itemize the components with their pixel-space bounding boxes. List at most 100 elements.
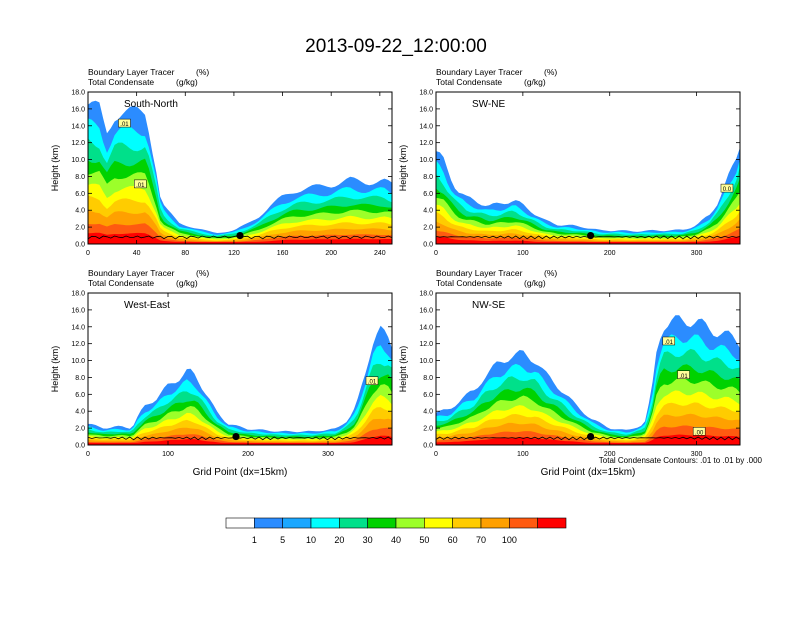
x-tick-label: 0 [86, 250, 90, 257]
colorbar-swatch [282, 517, 312, 529]
x-tick-label: 300 [322, 451, 334, 458]
contour-label: .01 [665, 340, 674, 346]
tracer-band-7 [88, 210, 392, 244]
y-tick-label: 8.0 [75, 375, 85, 382]
colorbar-swatch [424, 517, 453, 529]
panel-name: NW-SE [472, 300, 505, 311]
panel-header-condensate-unit: (g/kg) [176, 77, 198, 87]
panel-header-condensate-unit: (g/kg) [524, 278, 546, 288]
tracer-field: .01 [88, 325, 392, 445]
y-tick-label: 14.0 [419, 324, 433, 331]
y-tick-label: 14.0 [71, 324, 85, 331]
contour-label-box [720, 183, 734, 193]
panel-header-tracer: Boundary Layer Tracer [88, 67, 175, 77]
location-marker [236, 231, 244, 240]
y-tick-label: 10.0 [419, 358, 433, 365]
colorbar-swatch [509, 517, 538, 529]
y-tick-label: 4.0 [423, 208, 433, 215]
tracer-band-7 [436, 218, 740, 244]
contour-label: .01 [120, 122, 129, 128]
colorbar-label: 10 [306, 535, 316, 545]
panel-header-tracer-unit: (%) [544, 268, 557, 278]
tracer-band-9 [436, 236, 740, 244]
contour-label: 0.0 [723, 187, 732, 193]
tracer-band-8 [436, 228, 740, 244]
y-tick-label: 8.0 [75, 174, 85, 181]
contour-label-box [365, 376, 379, 385]
contour-label-box [134, 179, 147, 189]
y-tick-label: 6.0 [75, 191, 85, 198]
panel-name: West-East [124, 300, 170, 311]
colorbar-label: 5 [280, 535, 285, 545]
panel-header-condensate-unit: (g/kg) [524, 77, 546, 87]
tracer-field: .01 .01 [88, 100, 392, 244]
colorbar-swatch [537, 517, 567, 529]
x-tick-label: 100 [517, 451, 529, 458]
colorbar-swatch [480, 517, 510, 529]
colorbar-label: 40 [391, 535, 401, 545]
panel-header-condensate: Total Condensate [88, 77, 154, 87]
x-tick-label: 0 [434, 250, 438, 257]
plot-frame [435, 91, 741, 245]
colorbar: 1 5 10 20 30 40 50 60 70 100 [225, 517, 567, 545]
x-tick-label: 240 [374, 250, 386, 257]
panel-header-tracer: Boundary Layer Tracer [88, 268, 175, 278]
colorbar-label: 30 [363, 535, 373, 545]
panel-header-tracer: Boundary Layer Tracer [436, 67, 523, 77]
y-tick-label: 12.0 [419, 341, 433, 348]
y-axis-label: Height (km) [398, 346, 408, 393]
colorbar-swatch [225, 517, 255, 529]
colorbar-swatch [395, 517, 425, 529]
y-tick-label: 18.0 [419, 291, 433, 298]
contour-label-box [662, 336, 676, 346]
y-tick-label: 4.0 [75, 409, 85, 416]
contour-label-box [677, 370, 690, 380]
panel-nw-se: Boundary Layer Tracer (%) Total Condensate… [398, 268, 741, 478]
x-axis-label: Grid Point (dx=15km) [193, 467, 288, 478]
y-tick-label: 0.0 [423, 443, 433, 450]
y-tick-label: 4.0 [423, 409, 433, 416]
plot-frame [87, 292, 393, 446]
x-tick-label: 200 [242, 451, 254, 458]
panel-header-tracer: Boundary Layer Tracer [436, 268, 523, 278]
x-tick-label: 120 [228, 250, 240, 257]
contour-note: Total Condensate Contours: .01 to .01 by… [599, 456, 763, 465]
y-tick-label: 0.0 [75, 242, 85, 249]
x-tick-label: 0 [434, 451, 438, 458]
y-axis-label: Height (km) [398, 145, 408, 192]
y-tick-label: 2.0 [423, 225, 433, 232]
y-tick-label: 6.0 [75, 392, 85, 399]
plot-frame [87, 91, 393, 245]
y-tick-label: 8.0 [423, 375, 433, 382]
colorbar-label: 70 [476, 535, 486, 545]
y-tick-label: 10.0 [419, 157, 433, 164]
y-tick-label: 14.0 [71, 123, 85, 130]
colorbar-swatch [310, 517, 340, 529]
panel-header-condensate: Total Condensate [436, 278, 502, 288]
panel-south-north: Boundary Layer Tracer (%) Total Condensate… [50, 67, 393, 257]
y-tick-label: 18.0 [419, 90, 433, 97]
contour-label-box [118, 118, 131, 128]
y-tick-label: 16.0 [419, 307, 433, 314]
y-tick-label: 6.0 [423, 392, 433, 399]
x-tick-label: 300 [691, 451, 703, 458]
contour-label: .01 [136, 183, 145, 189]
tracer-band-9 [88, 232, 392, 244]
tracer-band-9 [88, 435, 392, 445]
y-tick-label: 2.0 [423, 426, 433, 433]
y-tick-label: 0.0 [75, 443, 85, 450]
y-tick-label: 18.0 [71, 291, 85, 298]
panel-header-condensate-unit: (g/kg) [176, 278, 198, 288]
colorbar-label: 1 [252, 535, 257, 545]
contour-label-box [692, 427, 706, 436]
x-tick-label: 80 [181, 250, 189, 257]
panel-west-east: Boundary Layer Tracer (%) Total Condensate… [50, 268, 393, 478]
panel-header-tracer-unit: (%) [544, 67, 557, 77]
y-tick-label: 2.0 [75, 426, 85, 433]
y-tick-label: 12.0 [419, 140, 433, 147]
y-tick-label: 6.0 [423, 191, 433, 198]
y-tick-label: 16.0 [71, 106, 85, 113]
location-marker [587, 231, 595, 240]
x-tick-label: 200 [325, 250, 337, 257]
